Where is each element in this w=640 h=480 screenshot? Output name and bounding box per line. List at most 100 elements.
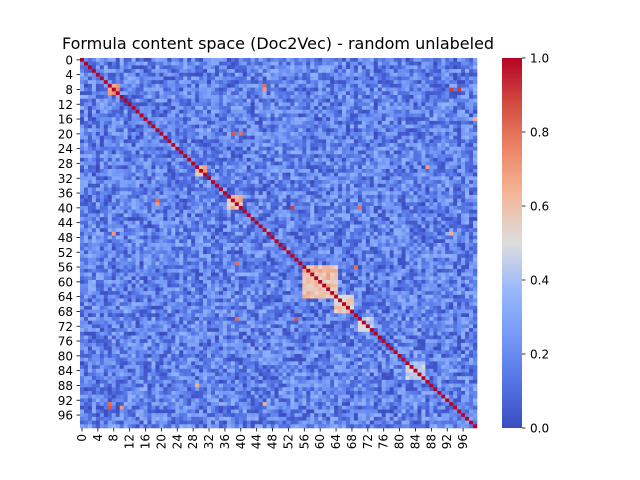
heatmap-cell	[322, 80, 327, 85]
heatmap-cell	[254, 209, 259, 214]
heatmap-cell	[278, 183, 283, 188]
heatmap-cell	[385, 224, 390, 229]
heatmap-cell	[238, 106, 244, 111]
heatmap-cell	[330, 124, 335, 129]
heatmap-cell	[226, 228, 232, 233]
heatmap-cell	[310, 65, 315, 70]
heatmap-cell	[417, 150, 422, 155]
heatmap-cell	[195, 132, 200, 136]
heatmap-cell	[151, 169, 156, 173]
heatmap-cell	[357, 239, 363, 244]
heatmap-cell	[461, 239, 466, 244]
heatmap-cell	[262, 231, 267, 236]
heatmap-cell	[99, 231, 105, 236]
heatmap-cell	[461, 132, 466, 136]
heatmap-cell	[437, 135, 442, 140]
heatmap-cell	[250, 72, 255, 77]
heatmap-cell	[151, 69, 156, 74]
heatmap-cell	[207, 161, 212, 166]
heatmap-cell	[361, 213, 367, 218]
heatmap-cell	[246, 224, 252, 229]
heatmap-cell	[83, 187, 89, 192]
heatmap-cell	[338, 228, 343, 233]
heatmap-cell	[151, 109, 156, 114]
heatmap-cell	[401, 135, 406, 140]
heatmap-cell	[83, 224, 89, 229]
heatmap-cell	[175, 194, 180, 199]
heatmap-cell	[143, 120, 148, 125]
heatmap-cell	[258, 183, 263, 188]
heatmap-cell	[302, 139, 307, 144]
heatmap-cell	[99, 157, 105, 162]
heatmap-cell	[83, 213, 89, 218]
heatmap-cell	[139, 143, 144, 148]
heatmap-cell	[211, 65, 216, 70]
heatmap-cell	[191, 154, 196, 159]
heatmap-cell	[278, 109, 283, 114]
heatmap-cell	[159, 213, 164, 218]
heatmap-cell	[338, 202, 343, 207]
heatmap-cell	[91, 143, 97, 148]
heatmap-cell	[461, 217, 466, 222]
heatmap-cell	[218, 209, 224, 214]
heatmap-cell	[302, 113, 307, 118]
heatmap-cell	[167, 146, 172, 151]
heatmap-cell	[389, 183, 394, 188]
heatmap-cell	[222, 76, 228, 81]
heatmap-cell	[270, 120, 275, 125]
heatmap-cell	[226, 58, 232, 62]
heatmap-cell	[349, 146, 355, 151]
heatmap-cell	[334, 76, 339, 81]
heatmap-cell	[326, 76, 331, 81]
heatmap-cell	[80, 80, 85, 85]
heatmap-cell	[310, 117, 315, 122]
heatmap-cell	[230, 194, 236, 199]
heatmap-cell	[151, 76, 156, 81]
heatmap-cell	[91, 124, 97, 129]
heatmap-cell	[433, 98, 438, 103]
heatmap-cell	[381, 206, 386, 210]
heatmap-cell	[322, 217, 327, 222]
heatmap-cell	[95, 132, 101, 136]
heatmap-cell	[87, 69, 93, 74]
heatmap-cell	[413, 95, 418, 99]
heatmap-cell	[417, 124, 422, 129]
heatmap-cell	[207, 228, 212, 233]
heatmap-cell	[254, 132, 259, 136]
heatmap-cell	[238, 206, 244, 210]
heatmap-cell	[393, 183, 398, 188]
heatmap-cell	[246, 102, 252, 107]
heatmap-cell	[155, 117, 160, 122]
heatmap-cell	[381, 58, 386, 62]
heatmap-cell	[322, 224, 327, 229]
heatmap-cell	[191, 58, 196, 62]
heatmap-cell	[103, 224, 109, 229]
heatmap-cell	[461, 198, 466, 203]
heatmap-cell	[107, 183, 113, 188]
heatmap-cell	[349, 187, 355, 192]
heatmap-cell	[425, 187, 430, 192]
heatmap-cell	[405, 209, 410, 214]
heatmap-cell	[389, 165, 394, 170]
heatmap-cell	[437, 169, 442, 173]
heatmap-cell	[80, 143, 85, 148]
heatmap-cell	[322, 58, 327, 62]
heatmap-cell	[433, 224, 438, 229]
heatmap-cell	[199, 128, 204, 133]
heatmap-cell	[163, 106, 168, 111]
heatmap-cell	[214, 231, 220, 236]
heatmap-cell	[175, 113, 180, 118]
heatmap-cell	[441, 117, 446, 122]
heatmap-cell	[473, 176, 478, 181]
heatmap-cell	[361, 58, 367, 62]
heatmap-cell	[294, 154, 299, 159]
heatmap-cell	[286, 76, 291, 81]
heatmap-cell	[107, 83, 113, 88]
heatmap-cell	[262, 128, 267, 133]
heatmap-cell	[294, 80, 299, 85]
heatmap-cell	[107, 169, 113, 173]
heatmap-cell	[437, 202, 442, 207]
heatmap-cell	[449, 172, 454, 177]
heatmap-cell	[211, 98, 216, 103]
heatmap-cell	[230, 213, 236, 218]
